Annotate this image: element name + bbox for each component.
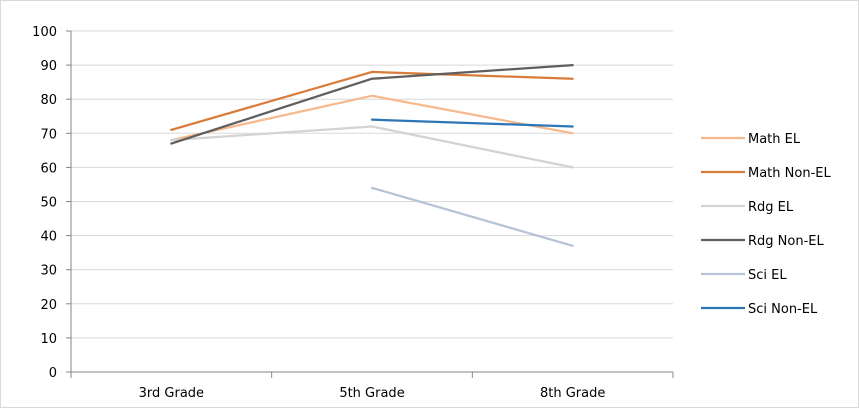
y-tick-label: 0 [49, 366, 57, 381]
series-line-sci-el [370, 186, 574, 247]
y-tick-label: 100 [32, 25, 57, 40]
grid [71, 30, 673, 339]
legend-label: Math Non-EL [748, 166, 831, 181]
legend: Math EL Math Non-EL Rdg EL Rdg Non-EL Sci EL… [701, 132, 831, 317]
y-tick-label: 90 [40, 59, 57, 74]
series-line-rdg-non-el [170, 63, 574, 145]
series-line-sci-non-el [370, 118, 574, 128]
y-tick-label: 50 [40, 196, 57, 211]
x-tick-label: 8th Grade [540, 386, 605, 401]
y-tick-label: 20 [40, 298, 57, 313]
y-tick-label: 40 [40, 230, 57, 245]
series-line-math-el [170, 94, 574, 142]
y-tick-label: 80 [40, 93, 57, 108]
y-tick-label: 60 [40, 161, 57, 176]
series-line-math-non-el [170, 70, 574, 132]
x-tick-label: 5th Grade [339, 386, 404, 401]
axes: 0 10 20 30 40 50 60 70 80 90 100 3rd Grade 5th Grade… [32, 25, 674, 401]
series-line-rdg-el [170, 125, 574, 169]
x-tick-label: 3rd Grade [139, 386, 204, 401]
legend-label: Rdg Non-EL [748, 234, 824, 249]
legend-label: Sci EL [748, 268, 787, 283]
legend-label: Sci Non-EL [748, 302, 818, 317]
y-tick-label: 30 [40, 264, 57, 279]
legend-label: Math EL [748, 132, 801, 147]
legend-label: Rdg EL [748, 200, 794, 215]
series-lines [170, 63, 574, 247]
y-tick-label: 10 [40, 332, 57, 347]
y-tick-label: 70 [40, 127, 57, 142]
